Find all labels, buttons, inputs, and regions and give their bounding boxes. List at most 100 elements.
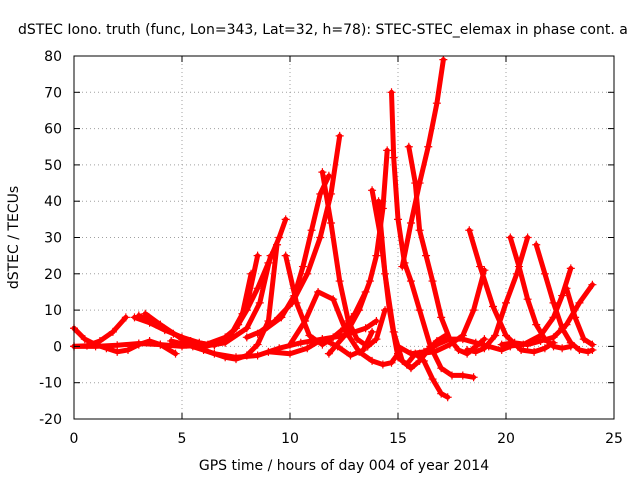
data-point-marker [255,298,264,307]
data-point-marker [566,264,575,273]
data-point-marker [437,364,446,373]
data-point-marker [389,327,398,336]
data-point-marker [286,349,294,358]
data-point-marker [242,324,251,333]
data-point-marker [517,346,526,355]
data-point-marker [394,215,402,224]
data-point-marker [95,336,104,345]
data-point-marker [480,344,489,353]
data-point-marker [368,186,377,195]
data-point-marker [458,331,467,340]
data-point-marker [575,346,584,355]
data-point-marker [346,351,355,360]
data-point-marker [502,342,510,351]
data-point-marker [108,327,117,336]
data-point-marker [303,269,312,278]
y-axis-title: dSTEC / TECUs [6,186,22,289]
data-point-marker [532,240,541,249]
data-point-marker [502,298,510,307]
data-point-marker [327,218,336,227]
data-point-marker [316,233,325,242]
data-point-marker [406,364,415,373]
series-line [265,329,375,358]
data-point-marker [448,371,456,380]
data-point-marker [562,284,571,293]
data-point-marker [318,335,327,344]
data-point-marker [549,313,558,322]
y-tick-label: 80 [44,49,62,65]
data-point-marker [352,335,361,344]
data-point-marker [307,226,316,235]
data-point-marker [253,351,262,360]
data-point-marker [588,280,597,289]
series-18 [387,88,478,382]
data-point-marker [156,320,165,329]
data-point-marker [361,324,370,333]
series-line [499,282,595,348]
data-point-marker [469,306,478,315]
data-point-marker [558,344,567,353]
data-point-marker [253,251,262,260]
data-point-marker [91,342,100,351]
data-point-marker [558,291,567,300]
y-tick-label: 30 [44,231,62,247]
data-point-marker [445,340,454,349]
data-point-marker [530,347,539,356]
data-point-marker [387,88,396,97]
data-point-marker [188,342,197,351]
data-point-marker [253,284,262,293]
data-point-marker [465,226,474,235]
data-point-marker [342,329,351,338]
data-point-marker [286,340,294,349]
data-point-marker [156,340,165,349]
data-point-marker [406,277,415,286]
data-point-marker [424,142,433,151]
data-point-marker [443,393,452,402]
data-point-marker [264,347,273,356]
data-point-marker [374,197,383,206]
data-point-marker [415,349,424,358]
data-point-marker [141,309,150,318]
data-point-marker [415,356,424,365]
data-point-marker [305,331,314,340]
x-tick-label: 15 [389,431,407,447]
x-tick-label: 5 [178,431,187,447]
data-point-marker [523,295,532,304]
data-point-marker [303,344,312,353]
data-point-marker [234,320,243,329]
data-point-marker [398,262,407,271]
data-point-marker [113,341,122,350]
data-point-marker [549,333,558,342]
y-tick-label: 20 [44,267,62,283]
data-point-marker [437,389,446,398]
data-point-marker [121,313,130,322]
data-point-marker [519,340,528,349]
data-point-marker [471,338,480,347]
data-point-marker [406,218,415,227]
data-point-marker [502,331,510,340]
series-28 [502,264,575,351]
data-point-marker [314,287,323,296]
data-point-marker [335,277,344,286]
data-point-marker [210,349,219,358]
data-point-marker [437,313,446,322]
data-point-marker [432,99,441,108]
y-tick-label: 70 [44,85,62,101]
data-point-marker [316,189,325,198]
data-point-marker [355,306,364,315]
data-point-marker [480,335,489,344]
data-point-marker [432,340,441,349]
data-point-marker [378,360,387,369]
series-20 [398,55,448,271]
data-point-marker [566,338,575,347]
data-point-marker [296,338,305,347]
data-point-marker [244,291,253,300]
data-point-marker [439,55,448,64]
series-15 [324,146,392,358]
data-point-marker [454,346,463,355]
data-point-marker [532,320,541,329]
data-point-marker [80,335,89,344]
data-point-marker [469,373,478,382]
x-tick-label: 10 [281,431,299,447]
